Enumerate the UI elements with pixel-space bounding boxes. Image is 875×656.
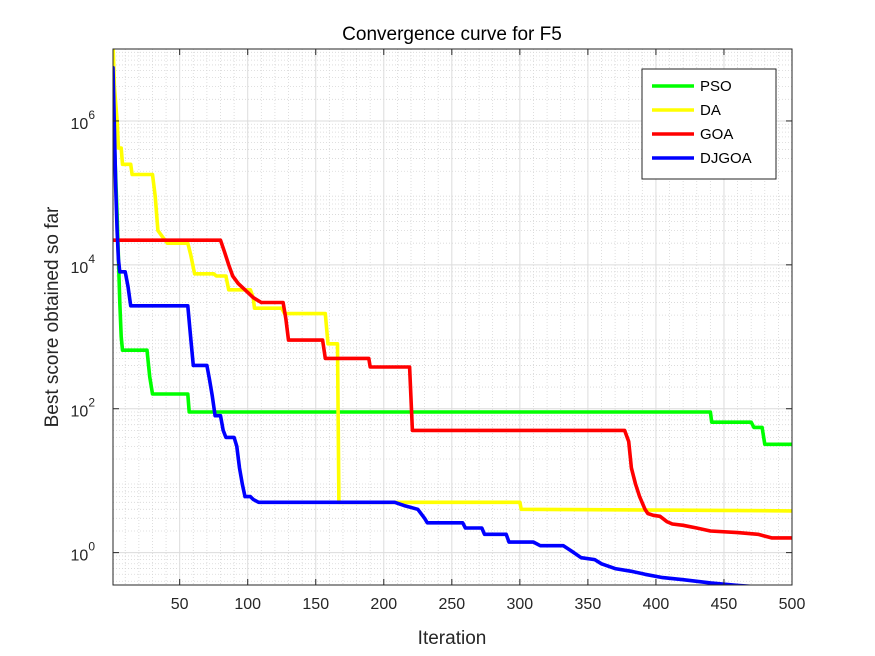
legend-label-da: DA [700,102,721,119]
y-axis-label: Best score obtained so far [42,206,63,427]
legend-label-djgoa: DJGOA [700,150,752,167]
x-tick-label: 250 [438,596,465,613]
plot-frame [112,48,793,586]
x-tick-label: 500 [779,596,806,613]
x-axis: 50 100 150 200 250 300 350 400 450 500 [171,49,806,613]
legend-label-goa: GOA [700,126,733,143]
series-line-djgoa [113,65,758,585]
series-layer [113,49,792,585]
y-tick-exponent: 0 [88,540,95,554]
series-line-pso [113,68,792,447]
y-tick-exponent: 2 [88,396,95,410]
x-tick-label: 450 [711,596,738,613]
series-line-da [113,49,792,513]
minor-grid [113,49,792,585]
y-tick-exponent: 4 [88,252,95,266]
x-tick-label: 150 [302,596,329,613]
legend-label-pso: PSO [700,78,732,95]
y-tick-exponent: 6 [88,108,95,122]
chart-title: Convergence curve for F5 [342,24,562,45]
series-line-goa [113,238,792,540]
x-tick-label: 100 [234,596,261,613]
legend: PSO DA GOA DJGOA [641,68,777,180]
x-tick-label: 50 [171,596,189,613]
x-axis-label: Iteration [418,628,487,649]
x-tick-label: 200 [370,596,397,613]
x-tick-label: 400 [643,596,670,613]
x-tick-label: 350 [575,596,602,613]
x-tick-label: 300 [507,596,534,613]
